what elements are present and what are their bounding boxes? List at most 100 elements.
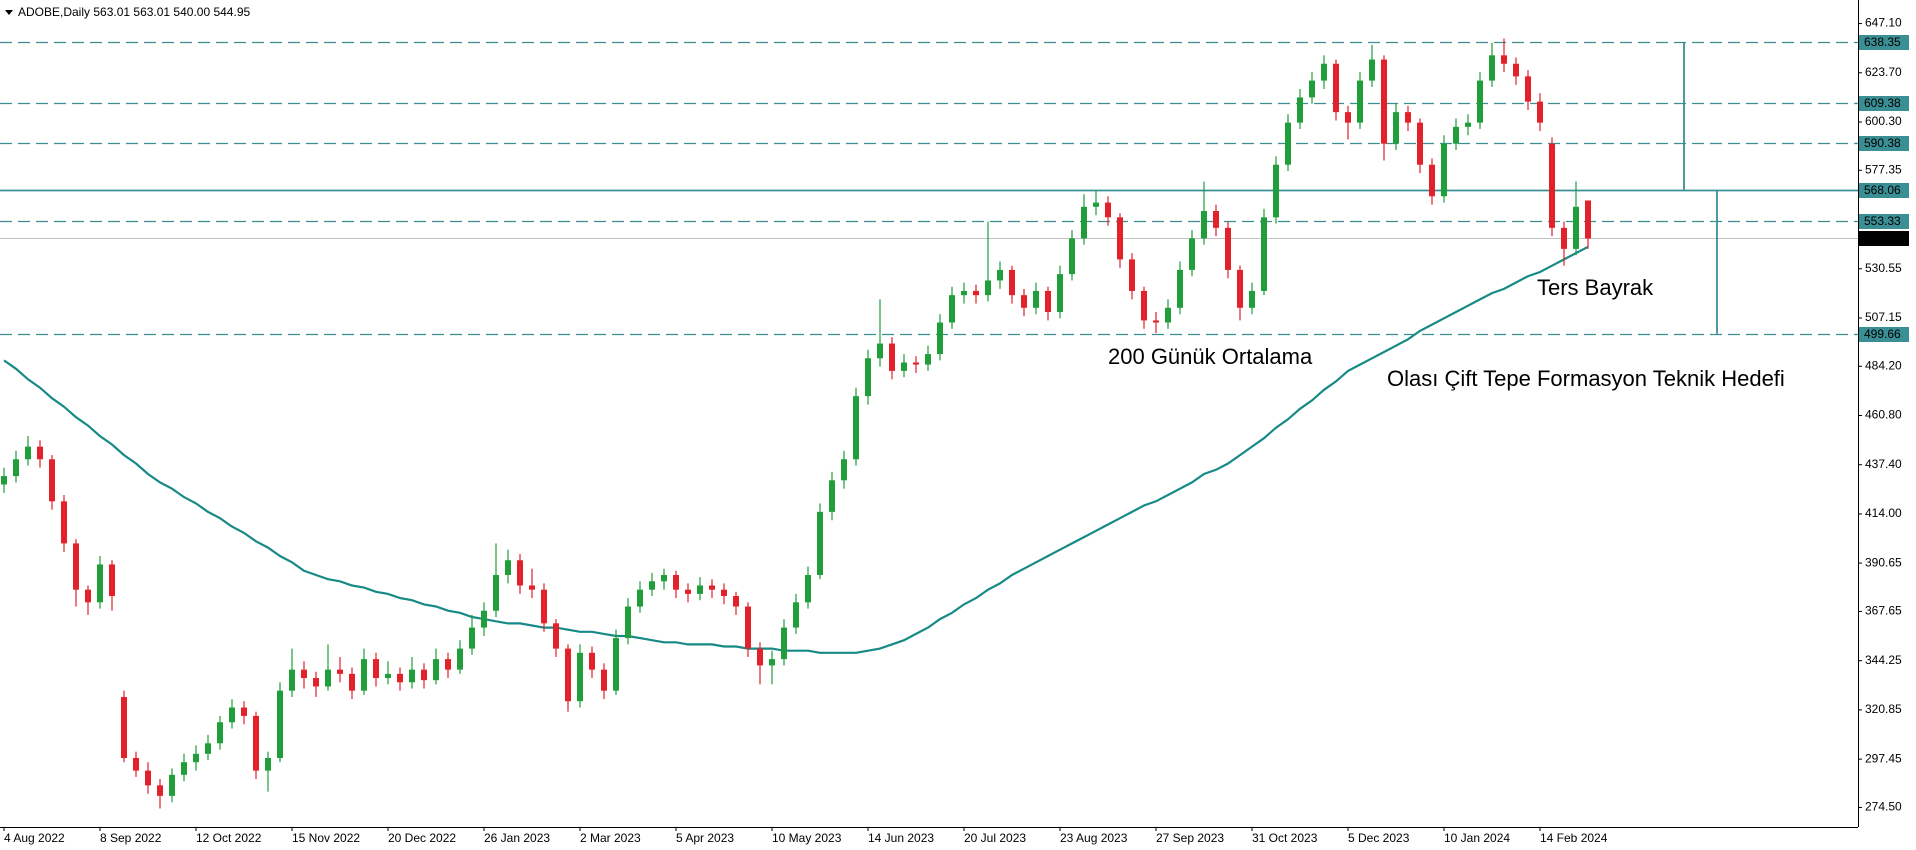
candle-body	[793, 602, 799, 628]
level-label-box	[1859, 183, 1909, 198]
candle-body	[829, 480, 835, 512]
candle-body	[1057, 274, 1063, 312]
candle-body	[1549, 143, 1555, 228]
candle-body	[865, 358, 871, 397]
candle-body	[253, 715, 259, 771]
level-label-box	[1859, 136, 1909, 151]
candle-body	[721, 589, 727, 597]
level-label: 590.38	[1864, 136, 1901, 150]
menu-triangle[interactable]	[5, 10, 13, 15]
candle-body	[1201, 211, 1207, 239]
candle-body	[1009, 269, 1015, 296]
candle-body	[709, 585, 715, 590]
candle-body	[1573, 206, 1579, 249]
candle-body	[241, 707, 247, 716]
candle-body	[445, 659, 451, 670]
candle-body	[1513, 63, 1519, 77]
candle-body	[1249, 290, 1255, 308]
level-label-box	[1859, 231, 1909, 246]
candle-body	[1177, 269, 1183, 308]
candle-body	[313, 678, 319, 687]
candle-body	[805, 574, 811, 603]
candle-body	[1453, 126, 1459, 144]
candle-body	[541, 589, 547, 624]
candle-body	[925, 354, 931, 365]
x-tick-label: 15 Nov 2022	[292, 831, 360, 845]
candle-body	[589, 652, 595, 670]
candle-body	[121, 696, 127, 758]
x-tick-label: 14 Feb 2024	[1540, 831, 1608, 845]
candle-body	[613, 638, 619, 691]
candle-body	[109, 564, 115, 597]
chart-title: ADOBE,Daily 563.01 563.01 540.00 544.95	[18, 5, 250, 19]
y-tick-label: 414.00	[1865, 506, 1902, 520]
candle-body	[325, 669, 331, 687]
level-label-box	[1859, 327, 1909, 342]
x-tick-label: 8 Sep 2022	[100, 831, 162, 845]
candle-body	[1021, 295, 1027, 308]
candle-body	[1465, 122, 1471, 127]
candle-body	[949, 295, 955, 323]
candle-body	[1441, 143, 1447, 197]
candle-body	[97, 564, 103, 603]
candle-body	[973, 290, 979, 296]
candle-body	[433, 659, 439, 681]
y-tick-label: 297.45	[1865, 751, 1902, 765]
candle-body	[901, 362, 907, 371]
level-label: 499.66	[1864, 327, 1901, 341]
candle-body	[1429, 164, 1435, 197]
candle-body	[1489, 55, 1495, 81]
candle-body	[469, 627, 475, 649]
level-label: 609.38	[1864, 96, 1901, 110]
x-tick-label: 20 Dec 2022	[388, 831, 456, 845]
y-tick-label: 460.80	[1865, 408, 1902, 422]
candle-body	[265, 757, 271, 771]
candle-body	[685, 589, 691, 594]
candle-body	[1, 476, 7, 485]
level-label: 568.06	[1864, 183, 1901, 197]
candle-body	[853, 396, 859, 460]
y-tick-label: 437.40	[1865, 457, 1902, 471]
candle-body	[1105, 202, 1111, 218]
candle-body	[1381, 59, 1387, 144]
level-label-box	[1859, 214, 1909, 229]
x-tick-label: 20 Jul 2023	[964, 831, 1026, 845]
candle-body	[301, 669, 307, 679]
x-tick-label: 2 Mar 2023	[580, 831, 641, 845]
candle-body	[1213, 211, 1219, 228]
candle-body	[565, 648, 571, 702]
candle-body	[373, 659, 379, 679]
candle-body	[649, 581, 655, 590]
x-tick-label: 10 May 2023	[772, 831, 842, 845]
y-tick-label: 647.10	[1865, 16, 1902, 30]
ma-annotation: 200 Günük Ortalama	[1108, 344, 1313, 369]
x-tick-label: 26 Jan 2023	[484, 831, 550, 845]
candle-body	[1237, 269, 1243, 308]
candle-body	[697, 585, 703, 594]
candle-body	[745, 606, 751, 649]
candle-body	[1309, 80, 1315, 98]
candle-body	[1141, 290, 1147, 321]
candle-body	[817, 511, 823, 575]
candle-body	[1261, 217, 1267, 291]
candle-body	[1297, 97, 1303, 123]
candle-body	[1093, 202, 1099, 207]
candle-body	[733, 596, 739, 607]
candle-body	[505, 560, 511, 575]
candle-body	[517, 560, 523, 586]
y-tick-label: 530.55	[1865, 261, 1902, 275]
candle-body	[25, 446, 31, 460]
candle-body	[361, 659, 367, 691]
y-tick-label: 507.15	[1865, 310, 1902, 324]
candle-body	[1285, 122, 1291, 165]
target-annotation: Olası Çift Tepe Formasyon Teknik Hedefi	[1387, 366, 1785, 391]
candle-body	[349, 673, 355, 691]
candle-body	[985, 280, 991, 296]
x-tick-label: 31 Oct 2023	[1252, 831, 1318, 845]
candle-body	[61, 501, 67, 544]
candle-body	[529, 585, 535, 590]
candle-body	[673, 574, 679, 590]
x-tick-label: 27 Sep 2023	[1156, 831, 1224, 845]
